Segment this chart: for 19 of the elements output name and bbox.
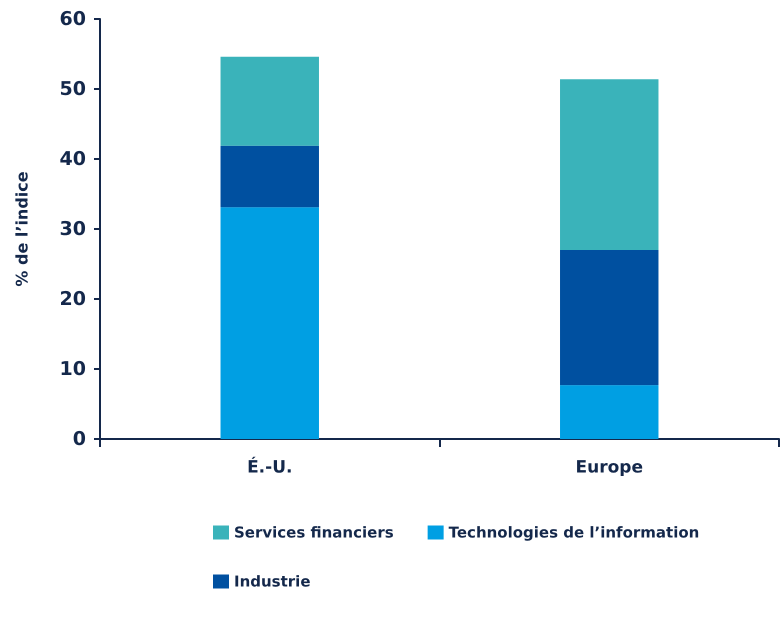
bar [560,250,658,386]
y-tick-label: 10 [60,358,86,380]
bar [560,79,658,250]
y-tick-label: 40 [60,148,86,170]
x-tick-label: Europe [576,458,643,478]
x-tick-label: É.-U. [247,456,292,478]
bar [220,56,319,146]
y-axis-title: % de l’indice [12,171,32,287]
legend-label: Technologies de l’information [448,524,700,542]
y-tick-label: 0 [72,428,86,450]
bar [560,385,658,439]
legend-label: Industrie [234,572,310,590]
legend-label: Services financiers [234,524,394,542]
bar [220,207,319,439]
bar [220,146,319,208]
y-tick-label: 20 [60,288,86,310]
y-tick-label: 50 [60,78,86,100]
y-tick-label: 30 [60,218,86,240]
y-tick-label: 60 [60,8,86,30]
